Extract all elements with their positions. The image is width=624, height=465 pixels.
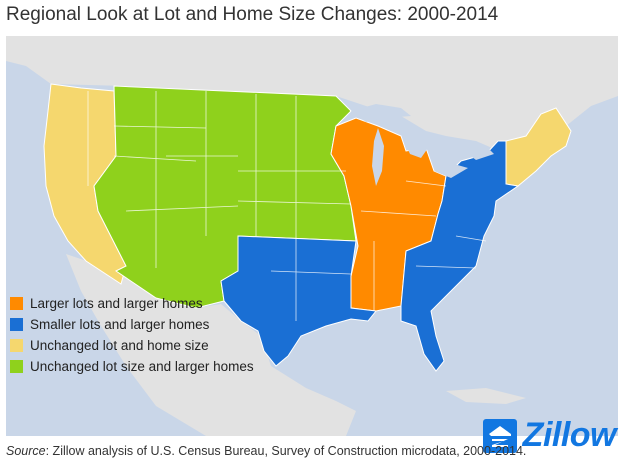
region-east-coast — [400, 140, 520, 372]
map-title: Regional Look at Lot and Home Size Chang… — [6, 4, 499, 25]
zillow-house-icon — [482, 418, 517, 453]
mexico-land — [66, 254, 356, 436]
legend-label: Larger lots and larger homes — [30, 295, 203, 311]
zillow-wordmark: Zillow — [522, 416, 617, 454]
legend-label: Unchanged lot and home size — [30, 337, 209, 353]
legend-item-larger-lots-larger-homes: Larger lots and larger homes — [10, 293, 254, 314]
legend: Larger lots and larger homes Smaller lot… — [10, 293, 254, 377]
source-text: : Zillow analysis of U.S. Census Bureau,… — [45, 444, 527, 458]
source-note: Source: Zillow analysis of U.S. Census B… — [6, 444, 526, 458]
great-lakes — [351, 104, 494, 186]
region-south-gulf — [220, 235, 377, 367]
legend-swatch — [10, 360, 23, 373]
legend-swatch — [10, 297, 23, 310]
map-svg — [6, 36, 618, 436]
legend-label: Unchanged lot size and larger homes — [30, 358, 254, 374]
legend-item-smaller-lots-larger-homes: Smaller lots and larger homes — [10, 314, 254, 335]
caribbean-land — [446, 388, 526, 404]
canada-land — [6, 36, 618, 154]
state-borders — [87, 91, 487, 321]
legend-label: Smaller lots and larger homes — [30, 316, 210, 332]
source-label: Source — [6, 444, 46, 458]
zillow-logo: Zillow — [482, 416, 617, 455]
legend-swatch — [10, 318, 23, 331]
us-map — [6, 36, 618, 436]
legend-item-unchanged-lot-home: Unchanged lot and home size — [10, 335, 254, 356]
legend-item-unchanged-lot-larger-homes: Unchanged lot size and larger homes — [10, 356, 254, 377]
legend-swatch — [10, 339, 23, 352]
